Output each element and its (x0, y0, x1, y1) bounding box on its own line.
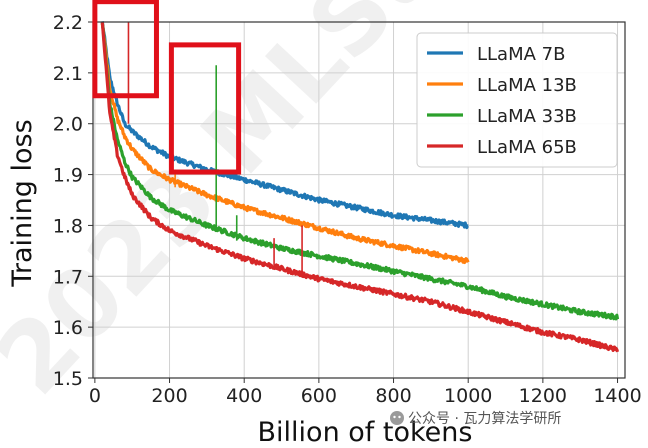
highlight-box-1 (168, 42, 242, 175)
y-tick-label-2: 1.7 (53, 266, 83, 288)
x-tick-label-4: 800 (375, 385, 411, 407)
plot-frame (92, 21, 626, 379)
x-tick-label-7: 1400 (593, 385, 641, 407)
legend-box (416, 32, 618, 168)
attribution-text: 公众号 · 瓦力算法学研所 (408, 411, 561, 427)
x-tick-label-6: 1200 (519, 385, 567, 407)
y-tick-label-7: 2.2 (53, 12, 83, 34)
series-line-llama-65b (100, 21, 620, 353)
series-line-llama-7b (100, 21, 470, 230)
legend-label-1: LLaMA 13B (477, 75, 577, 96)
y-tick-label-6: 2.1 (53, 63, 83, 85)
wechat-icon-eye-left (393, 415, 396, 419)
y-tick-label-3: 1.8 (53, 215, 83, 237)
wechat-icon-eye-right (398, 415, 401, 419)
series-line-llama-33b (100, 22, 620, 321)
attribution-watermark: 公众号 · 瓦力算法学研所 (390, 411, 561, 427)
wechat-icon (390, 411, 404, 425)
spike-layer (127, 22, 303, 272)
x-axis-label: Billion of tokens (258, 417, 473, 448)
legend: LLaMA 7B LLaMA 13B LLaMA 33B LLaMA 65B (416, 32, 618, 168)
highlight-boxes (92, 0, 242, 175)
x-tick-label-0: 0 (89, 385, 101, 407)
y-axis-label: Training loss (7, 119, 38, 287)
series-layer (100, 21, 620, 353)
x-tick-label-3: 600 (301, 385, 337, 407)
y-tick-label-4: 1.9 (53, 165, 83, 187)
legend-label-0: LLaMA 7B (477, 44, 565, 65)
legend-label-2: LLaMA 33B (477, 106, 577, 127)
x-tick-label-2: 400 (226, 385, 262, 407)
y-axis-ticks: 1.5 1.6 1.7 1.8 1.9 2.0 2.1 2.2 (53, 12, 93, 390)
x-tick-label-1: 200 (151, 385, 187, 407)
x-tick-label-5: 1000 (444, 385, 492, 407)
y-tick-label-5: 2.0 (53, 114, 83, 136)
x-axis-ticks: 0 200 400 600 800 1000 1200 1400 (89, 378, 642, 407)
y-tick-label-0: 1.5 (53, 368, 83, 390)
y-tick-label-1: 1.6 (53, 317, 83, 339)
legend-label-3: LLaMA 65B (477, 137, 577, 158)
series-line-llama-13b (100, 23, 470, 265)
highlight-box-0 (92, 0, 159, 99)
